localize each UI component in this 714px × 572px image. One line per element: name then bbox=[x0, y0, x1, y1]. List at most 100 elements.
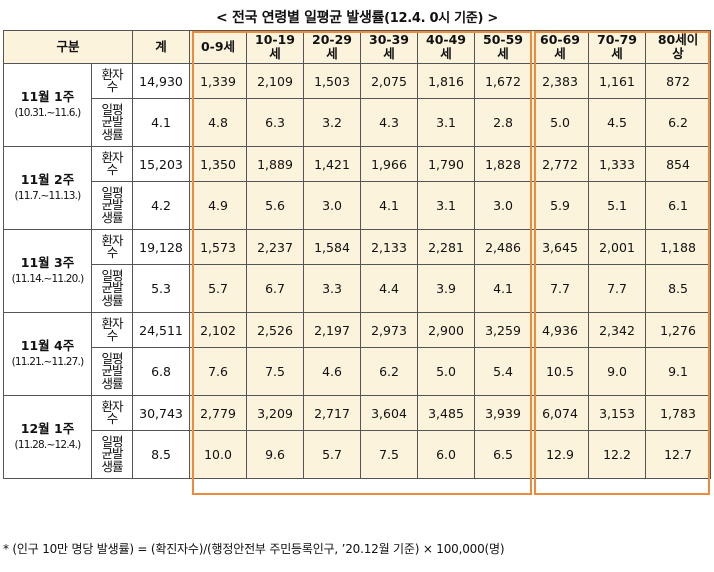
rate-cell: 6.3 bbox=[246, 98, 305, 147]
count-cell: 1,188 bbox=[645, 229, 712, 265]
week-label: 11월 2주 (11.7.~11.13.) bbox=[3, 146, 92, 230]
count-cell: 2,109 bbox=[246, 63, 305, 99]
count-cell: 4,936 bbox=[531, 312, 590, 348]
rate-cell: 3.1 bbox=[417, 181, 476, 230]
count-cell: 1,161 bbox=[588, 63, 647, 99]
rate-total-cell: 6.8 bbox=[132, 347, 191, 396]
count-cell: 2,526 bbox=[246, 312, 305, 348]
title-sub: (12.4. 0시 기준) > bbox=[384, 11, 498, 26]
rate-cell: 10.5 bbox=[531, 347, 590, 396]
header-row: 구분 계 0-9세 10-19 세 20-29 세 30-39 세 40-49 … bbox=[2, 30, 712, 64]
count-cell: 2,973 bbox=[360, 312, 419, 348]
table-row: 일평 균발 생률 8.5 10.0 9.6 5.7 7.5 6.0 6.5 12.9 12.2 12… bbox=[4, 430, 712, 479]
row-label-rate: 일평 균발 생률 bbox=[90, 347, 134, 396]
row-label-rate: 일평 균발 생률 bbox=[90, 181, 134, 230]
rate-cell: 9.0 bbox=[588, 347, 647, 396]
row-label-count: 환자 수 bbox=[90, 146, 134, 182]
count-cell: 2,001 bbox=[588, 229, 647, 265]
count-cell: 3,153 bbox=[588, 395, 647, 431]
count-cell: 3,209 bbox=[246, 395, 305, 431]
table-row: 11월 1주 (10.31.~11.6.) 환자 수 14,930 1,339 2,109… bbox=[3, 63, 712, 147]
header-age: 40-49 세 bbox=[417, 30, 476, 64]
incidence-table: 구분 계 0-9세 10-19 세 20-29 세 30-39 세 40-49 … bbox=[2, 30, 712, 479]
count-cell: 2,717 bbox=[303, 395, 362, 431]
rate-cell: 3.0 bbox=[474, 181, 533, 230]
rate-cell: 7.7 bbox=[531, 264, 590, 313]
week-range: (11.21.~11.27.) bbox=[11, 356, 85, 368]
rate-cell: 6.7 bbox=[246, 264, 305, 313]
rate-total-cell: 4.1 bbox=[132, 98, 191, 147]
count-cell: 2,342 bbox=[588, 312, 647, 348]
rate-cell: 10.0 bbox=[189, 430, 248, 479]
rate-cell: 5.7 bbox=[189, 264, 248, 313]
rate-cell: 3.1 bbox=[417, 98, 476, 147]
rate-total-cell: 4.2 bbox=[132, 181, 191, 230]
count-cell: 854 bbox=[645, 146, 712, 182]
week-name: 11월 4주 bbox=[20, 338, 75, 353]
rate-cell: 5.1 bbox=[588, 181, 647, 230]
count-cell: 3,604 bbox=[360, 395, 419, 431]
row-label-rate: 일평 균발 생률 bbox=[90, 264, 134, 313]
count-cell: 1,783 bbox=[645, 395, 712, 431]
rate-cell: 3.3 bbox=[303, 264, 362, 313]
rate-cell: 5.9 bbox=[531, 181, 590, 230]
rate-cell: 5.6 bbox=[246, 181, 305, 230]
count-cell: 1,333 bbox=[588, 146, 647, 182]
count-cell: 1,350 bbox=[189, 146, 248, 182]
count-cell: 2,237 bbox=[246, 229, 305, 265]
rate-cell: 9.6 bbox=[246, 430, 305, 479]
count-cell: 1,790 bbox=[417, 146, 476, 182]
table-row: 12월 1주 (11.28.~12.4.) 환자 수 30,743 2,779 3,209… bbox=[3, 395, 712, 479]
row-label-rate: 일평 균발 생률 bbox=[90, 430, 134, 479]
count-cell: 1,573 bbox=[189, 229, 248, 265]
header-age: 20-29 세 bbox=[303, 30, 362, 64]
count-cell: 2,102 bbox=[189, 312, 248, 348]
table-row: 일평 균발 생률 4.2 4.9 5.6 3.0 4.1 3.1 3.0 5.9 5.1 6.1 bbox=[4, 181, 712, 230]
rate-cell: 5.4 bbox=[474, 347, 533, 396]
week-range: (11.28.~12.4.) bbox=[14, 439, 82, 451]
rate-cell: 3.9 bbox=[417, 264, 476, 313]
rate-cell: 5.0 bbox=[417, 347, 476, 396]
count-total-cell: 24,511 bbox=[132, 312, 191, 348]
header-age: 30-39 세 bbox=[360, 30, 419, 64]
rate-cell: 6.5 bbox=[474, 430, 533, 479]
rate-cell: 2.8 bbox=[474, 98, 533, 147]
week-range: (11.14.~11.20.) bbox=[11, 273, 85, 285]
count-cell: 1,828 bbox=[474, 146, 533, 182]
count-cell: 1,503 bbox=[303, 63, 362, 99]
count-total-cell: 30,743 bbox=[132, 395, 191, 431]
count-total-cell: 14,930 bbox=[132, 63, 191, 99]
week-label: 11월 4주 (11.21.~11.27.) bbox=[3, 312, 92, 396]
week-name: 12월 1주 bbox=[20, 421, 75, 436]
count-cell: 3,645 bbox=[531, 229, 590, 265]
rate-cell: 12.2 bbox=[588, 430, 647, 479]
table-row: 일평 균발 생률 6.8 7.6 7.5 4.6 6.2 5.0 5.4 10.5 9.0 9.1 bbox=[4, 347, 712, 396]
count-cell: 2,383 bbox=[531, 63, 590, 99]
count-cell: 2,281 bbox=[417, 229, 476, 265]
week-name: 11월 1주 bbox=[20, 89, 75, 104]
count-cell: 2,772 bbox=[531, 146, 590, 182]
header-age: 50-59 세 bbox=[474, 30, 533, 64]
title-main: < 전국 연령별 일평균 발생률 bbox=[216, 10, 385, 26]
count-cell: 6,074 bbox=[531, 395, 590, 431]
rate-total-cell: 8.5 bbox=[132, 430, 191, 479]
rate-cell: 6.0 bbox=[417, 430, 476, 479]
count-cell: 872 bbox=[645, 63, 712, 99]
rate-cell: 3.2 bbox=[303, 98, 362, 147]
table-row: 11월 2주 (11.7.~11.13.) 환자 수 15,203 1,350 1,889… bbox=[3, 146, 712, 230]
rate-cell: 4.1 bbox=[474, 264, 533, 313]
count-total-cell: 19,128 bbox=[132, 229, 191, 265]
header-age: 80세이 상 bbox=[645, 30, 712, 64]
count-cell: 1,889 bbox=[246, 146, 305, 182]
count-cell: 2,486 bbox=[474, 229, 533, 265]
header-age: 60-69 세 bbox=[531, 30, 590, 64]
table-title: < 전국 연령별 일평균 발생률(12.4. 0시 기준) > bbox=[0, 7, 714, 27]
row-label-count: 환자 수 bbox=[90, 63, 134, 99]
row-label-rate: 일평 균발 생률 bbox=[90, 98, 134, 147]
count-cell: 1,339 bbox=[189, 63, 248, 99]
count-cell: 3,259 bbox=[474, 312, 533, 348]
rate-cell: 6.2 bbox=[360, 347, 419, 396]
rate-cell: 7.5 bbox=[246, 347, 305, 396]
rate-cell: 4.3 bbox=[360, 98, 419, 147]
footnote: * (인구 10만 명당 발생률) = (확진자수)/(행정안전부 주민등록인구… bbox=[3, 542, 505, 556]
